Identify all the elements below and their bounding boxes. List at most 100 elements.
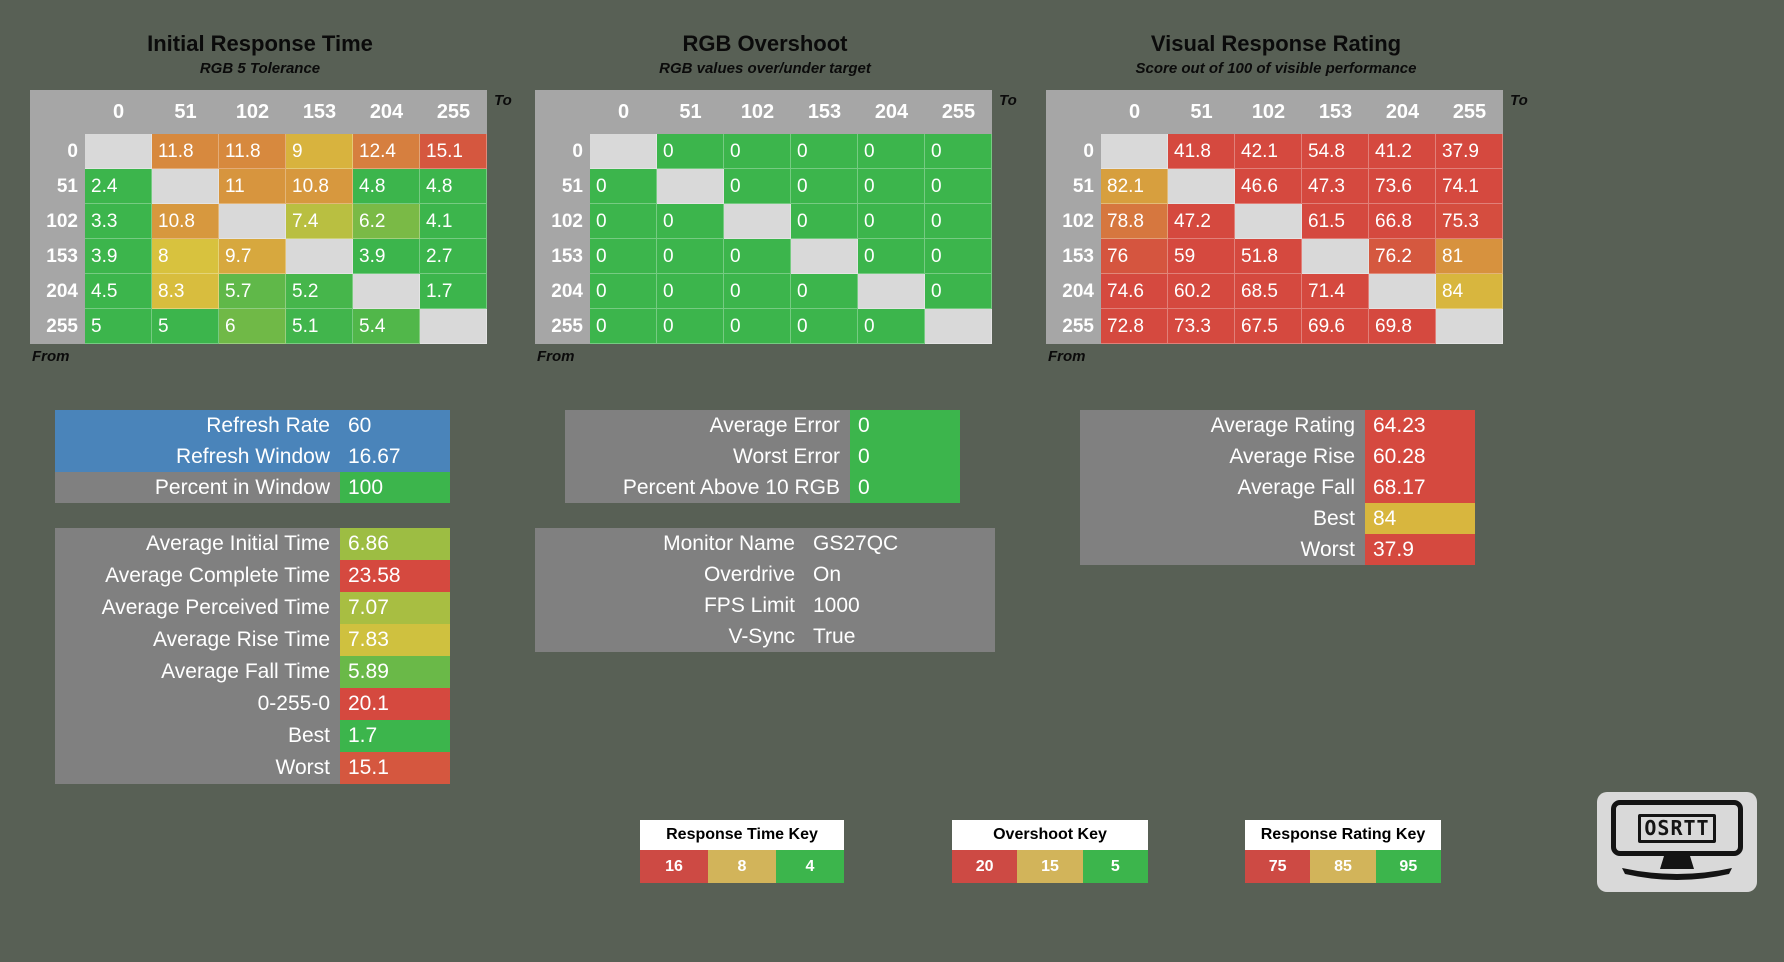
heatmap-cell: 11.8: [219, 134, 286, 169]
key-cell: 75: [1245, 850, 1311, 883]
col-header: 255: [1436, 90, 1503, 134]
heatmap-cell: 73.6: [1369, 169, 1436, 204]
heatmap-title: Initial Response Time: [147, 31, 373, 56]
row-header: 255: [535, 309, 590, 344]
panel-value: 0: [850, 410, 960, 441]
col-header: 51: [152, 90, 219, 134]
panel-label: Average Rise: [1229, 445, 1355, 468]
heatmap-cell: 0: [590, 309, 657, 344]
heatmap-cell: 0: [791, 309, 858, 344]
panel-row: Percent in Window 100: [55, 472, 450, 503]
heatmap-cell: 81: [1436, 239, 1503, 274]
key-title: Response Time Key: [640, 820, 844, 850]
heatmap-cell: 0: [657, 239, 724, 274]
panel-value: 6.86: [340, 528, 450, 560]
col-header: 153: [1302, 90, 1369, 134]
key-title: Overshoot Key: [952, 820, 1148, 850]
heatmap-cell: 74.1: [1436, 169, 1503, 204]
heatmap-cell: 9.7: [219, 239, 286, 274]
row-header: 255: [1046, 309, 1101, 344]
heatmap-cell: 47.3: [1302, 169, 1369, 204]
heatmap-cell: 73.3: [1168, 309, 1235, 344]
heatmap-diagonal-cell: [85, 134, 152, 169]
panel-value: 16.67: [348, 445, 401, 468]
panel-value: 64.23: [1365, 410, 1475, 441]
panel-row: Average Rating 64.23: [1080, 410, 1475, 441]
table-corner: [535, 90, 590, 134]
heatmap-diagonal-cell: [1168, 169, 1235, 204]
heatmap-cell: 0: [657, 204, 724, 239]
col-header: 0: [85, 90, 152, 134]
col-header: 102: [724, 90, 791, 134]
heatmap-cell: 3.3: [85, 204, 152, 239]
heatmap-cell: 51.8: [1235, 239, 1302, 274]
row-header: 204: [1046, 274, 1101, 309]
col-header: 255: [420, 90, 487, 134]
monitor-icon: OSRTT: [1611, 800, 1743, 856]
heatmap-cell: 0: [858, 309, 925, 344]
heatmap-subtitle: Score out of 100 of visible performance: [1135, 60, 1417, 77]
panel-label: Overdrive: [703, 563, 795, 586]
heatmap-title: RGB Overshoot: [682, 31, 848, 56]
panel-label: Best: [1312, 507, 1355, 530]
heatmap-cell: 2.4: [85, 169, 152, 204]
heatmap-cell: 41.2: [1369, 134, 1436, 169]
heatmap-cell: 0: [858, 169, 925, 204]
panel-label: Refresh Rate: [206, 414, 330, 437]
panel-row: Refresh Window 16.67: [55, 441, 450, 472]
key-cell: 20: [952, 850, 1018, 883]
heatmap-cell: 74.6: [1101, 274, 1168, 309]
row-header: 102: [1046, 204, 1101, 239]
panel-label: Average Fall Time: [161, 660, 330, 683]
heatmap-diagonal-cell: [858, 274, 925, 309]
response-rating-key: Response Rating Key 75 85 95: [1245, 820, 1441, 883]
osrtt-logo: OSRTT: [1597, 792, 1757, 892]
heatmap-cell: 4.8: [420, 169, 487, 204]
key-cell: 16: [640, 850, 708, 883]
heatmap-cell: 5: [85, 309, 152, 344]
heatmap-cell: 0: [925, 169, 992, 204]
axis-to-label: To: [999, 92, 1017, 109]
axis-from-label: From: [32, 348, 70, 365]
panel-row: FPS Limit 1000: [535, 590, 995, 621]
heatmap-cell: 8.3: [152, 274, 219, 309]
heatmap-cell: 82.1: [1101, 169, 1168, 204]
heatmap-cell: 2.7: [420, 239, 487, 274]
heatmap-cell: 6.2: [353, 204, 420, 239]
panel-label: Monitor Name: [663, 532, 795, 555]
key-cell: 8: [708, 850, 776, 883]
heatmap-cell: 71.4: [1302, 274, 1369, 309]
monitor-info-panel: Monitor Name GS27QC Overdrive On FPS Limit 10…: [535, 528, 995, 652]
col-header: 153: [286, 90, 353, 134]
heatmap-cell: 4.1: [420, 204, 487, 239]
panel-row: Percent Above 10 RGB 0: [565, 472, 960, 503]
panel-value: 7.07: [340, 592, 450, 624]
panel-value: 5.89: [340, 656, 450, 688]
heatmap-diagonal-cell: [925, 309, 992, 344]
heatmap-cell: 69.6: [1302, 309, 1369, 344]
heatmap-cell: 11.8: [152, 134, 219, 169]
table-corner: [30, 90, 85, 134]
heatmap-cell: 68.5: [1235, 274, 1302, 309]
panel-value: 7.83: [340, 624, 450, 656]
panel-label: Average Perceived Time: [101, 596, 330, 619]
heatmap-diagonal-cell: [1436, 309, 1503, 344]
panel-value: 0: [850, 441, 960, 472]
panel-value: 15.1: [340, 752, 450, 784]
axis-from-label: From: [1048, 348, 1086, 365]
heatmap-diagonal-cell: [152, 169, 219, 204]
col-header: 51: [1168, 90, 1235, 134]
row-header: 0: [535, 134, 590, 169]
key-cell: 5: [1082, 850, 1148, 883]
heatmap-cell: 0: [791, 274, 858, 309]
heatmap-cell: 84: [1436, 274, 1503, 309]
panel-label: Average Rating: [1210, 414, 1355, 437]
col-header: 51: [657, 90, 724, 134]
col-header: 255: [925, 90, 992, 134]
panel-label: Average Fall: [1237, 476, 1355, 499]
heatmap-cell: 12.4: [353, 134, 420, 169]
panel-value: 37.9: [1365, 534, 1475, 565]
rating-stats-panel: Average Rating 64.23 Average Rise 60.28 Aver…: [1080, 410, 1475, 565]
panel-label: Percent Above 10 RGB: [622, 476, 840, 499]
panel-row: Worst Error 0: [565, 441, 960, 472]
